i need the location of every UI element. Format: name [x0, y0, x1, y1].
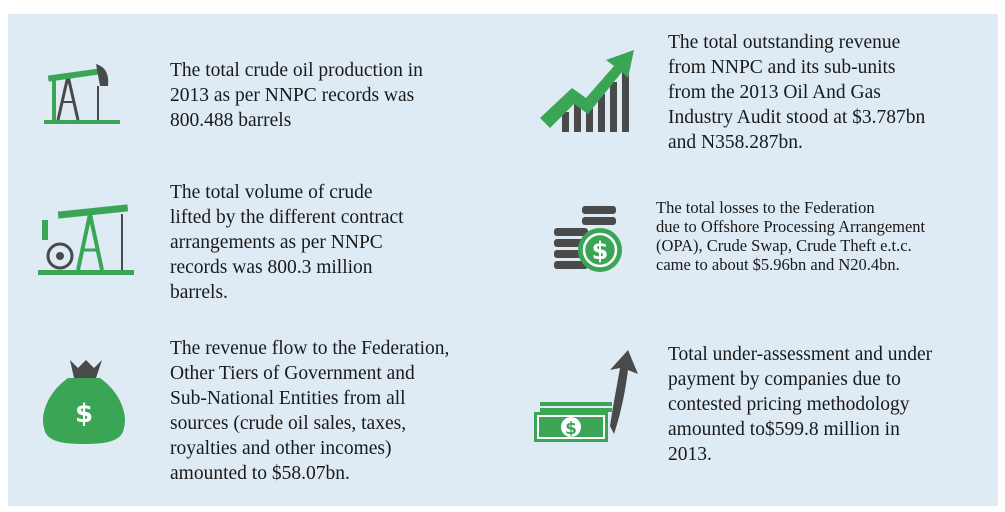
fact-text: The revenue flow to the Federation, Other… — [170, 336, 449, 486]
coins-icon: $ — [554, 206, 622, 272]
text-line: amounted to $58.07bn. — [170, 463, 350, 484]
infographic-panel: The total crude oil production in 2013 as… — [8, 14, 998, 506]
fact-text: Total under-assessment and under payment … — [668, 342, 932, 467]
text-line: contested pricing methodology — [668, 394, 910, 415]
fact-text: The total outstanding revenue from NNPC a… — [668, 30, 925, 155]
text-line: (OPA), Crude Swap, Crude Theft e.t.c. — [656, 236, 912, 255]
text-line: came to about $5.96bn and N20.4bn. — [656, 255, 900, 274]
text-line: records was 800.3 million — [170, 257, 373, 278]
text-line: Total under-assessment and under — [668, 344, 933, 365]
text-line: The total outstanding revenue — [668, 32, 901, 53]
text-line: sources (crude oil sales, taxes, — [170, 413, 407, 434]
text-line: amounted to$599.8 million in — [668, 419, 900, 440]
text-line: from NNPC and its sub-units — [668, 57, 896, 78]
text-line: 2013. — [668, 444, 712, 465]
text-line: lifted by the different contract — [170, 207, 404, 228]
oil-pump-icon — [44, 64, 120, 124]
growth-chart-icon — [540, 50, 634, 132]
text-line: The total crude oil production in — [170, 60, 423, 81]
text-line: Industry Audit stood at $3.787bn — [668, 107, 926, 128]
text-line: The total volume of crude — [170, 182, 373, 203]
text-line: arrangements as per NNPC — [170, 232, 383, 253]
text-line: The total losses to the Federation — [656, 198, 875, 217]
text-line: Other Tiers of Government and — [170, 363, 415, 384]
fact-text: The total volume of crude lifted by the d… — [170, 180, 404, 305]
svg-text:$: $ — [592, 237, 609, 265]
text-line: and N358.287bn. — [668, 132, 803, 153]
text-line: The revenue flow to the Federation, — [170, 338, 450, 359]
svg-text:$: $ — [565, 419, 577, 439]
fact-text: The total crude oil production in 2013 as… — [170, 58, 423, 133]
text-line: from the 2013 Oil And Gas — [668, 82, 881, 103]
text-line: 2013 as per NNPC records was — [170, 85, 415, 106]
text-line: 800.488 barrels — [170, 110, 292, 131]
money-bag-icon: $ — [43, 360, 125, 444]
oil-derrick-icon — [38, 204, 134, 275]
text-line: due to Offshore Processing Arrangement — [656, 217, 926, 236]
text-line: Sub-National Entities from all — [170, 388, 406, 409]
fact-text: The total losses to the Federation due to… — [656, 198, 925, 274]
cash-arrow-icon: $ — [534, 350, 638, 442]
text-line: royalties and other incomes) — [170, 438, 392, 459]
text-line: barrels. — [170, 282, 228, 303]
text-line: payment by companies due to — [668, 369, 901, 390]
svg-text:$: $ — [75, 399, 93, 429]
